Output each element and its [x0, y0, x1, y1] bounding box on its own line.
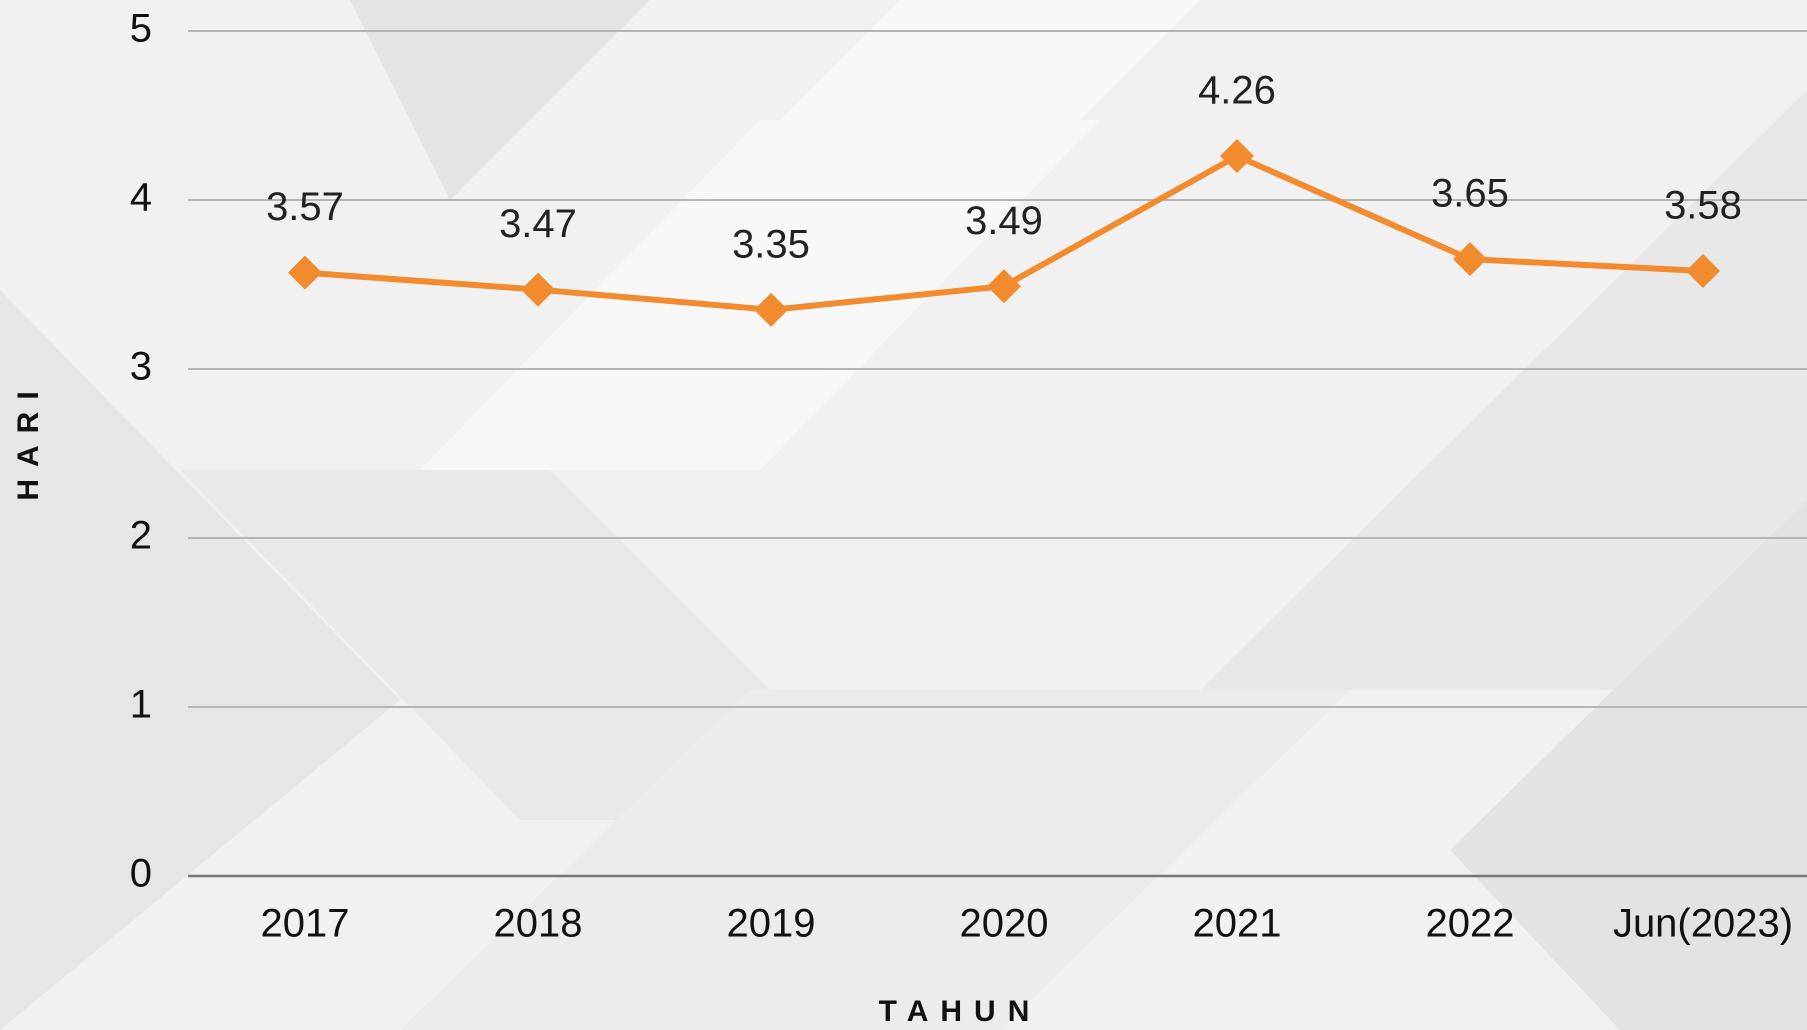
- marker: [1220, 139, 1254, 174]
- x-tick-label: 2020: [960, 902, 1049, 946]
- x-tick-label: Jun(2023): [1613, 902, 1793, 946]
- data-label: 3.47: [499, 202, 577, 246]
- marker: [754, 292, 788, 327]
- data-label: 3.57: [266, 185, 344, 229]
- y-tick-label: 1: [130, 683, 152, 727]
- x-tick-label: 2022: [1426, 902, 1515, 946]
- data-label: 3.35: [732, 222, 810, 266]
- marker: [288, 255, 322, 290]
- y-tick-label: 3: [130, 345, 152, 389]
- marker: [521, 272, 555, 307]
- data-label: 3.58: [1664, 184, 1742, 228]
- x-tick-label: 2018: [494, 902, 583, 946]
- marker: [987, 269, 1021, 304]
- data-label: 4.26: [1198, 69, 1276, 113]
- y-tick-label: 2: [130, 514, 152, 558]
- data-label: 3.49: [965, 199, 1043, 243]
- data-label: 3.65: [1431, 172, 1509, 216]
- x-axis-label: TAHUN: [879, 995, 1042, 1028]
- x-tick-label: 2019: [727, 902, 816, 946]
- x-tick-label: 2017: [261, 902, 350, 946]
- y-axis-label: HARI: [12, 379, 45, 500]
- y-tick-label: 4: [130, 176, 152, 220]
- marker: [1686, 253, 1720, 288]
- y-tick-label: 0: [130, 852, 152, 896]
- marker: [1453, 242, 1487, 277]
- y-tick-label: 5: [130, 7, 152, 51]
- x-tick-label: 2021: [1193, 902, 1282, 946]
